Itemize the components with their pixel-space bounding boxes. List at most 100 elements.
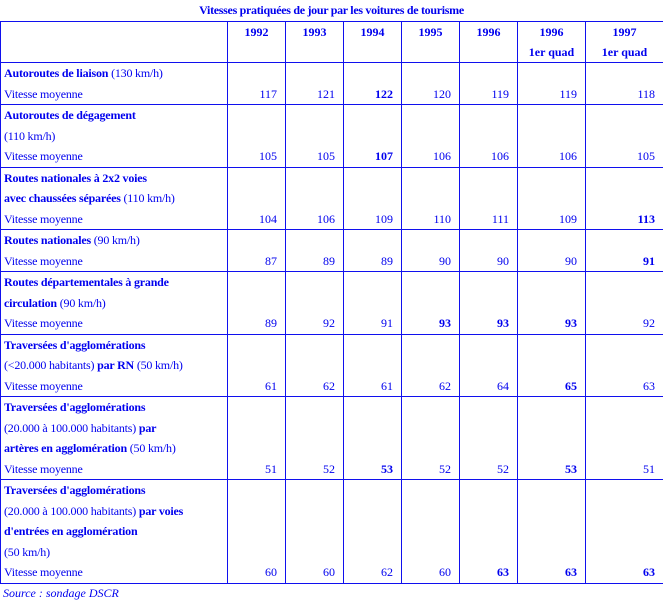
speed-value: 51 (585, 396, 663, 480)
measure-label: Vitesse moyenne (4, 378, 83, 393)
category-text: (130 km/h) (111, 66, 163, 80)
speed-value: 118 (585, 62, 663, 105)
speed-value: 52 (285, 396, 344, 480)
column-header: 1996 1er quad (517, 21, 586, 63)
table-row: Autoroutes de dégagement (110 km/h) Vitess… (0, 104, 663, 168)
table-row: Routes départementales à grande circulati… (0, 271, 663, 335)
measure-label: Vitesse moyenne (4, 149, 83, 163)
measure-label: Vitesse moyenne (4, 461, 83, 476)
speed-value: 109 (343, 166, 402, 230)
row-label: Autoroutes de dégagement (110 km/h) Vitess… (0, 104, 228, 168)
speed-value: 87 (227, 229, 286, 272)
header-empty-cell (0, 21, 228, 63)
column-year: 1994 (360, 25, 385, 39)
speed-value: 105 (585, 104, 663, 168)
speed-value: 63 (517, 479, 586, 584)
column-header: 1994 (343, 21, 402, 63)
column-spacer (228, 42, 285, 62)
speed-value: 110 (401, 166, 460, 230)
category-text: Traversées d'agglomérations (4, 400, 146, 414)
column-year: 1993 (302, 25, 327, 39)
category-text: (20.000 à 100.000 habitants) (4, 503, 139, 518)
table-row: Routes nationales (90 km/h) Vitesse moyen… (0, 229, 663, 272)
speed-value: 109 (517, 166, 586, 230)
speed-value: 90 (517, 229, 586, 272)
speed-value: 106 (401, 104, 460, 168)
column-year: 1995 (418, 25, 443, 39)
row-label: Routes nationales (90 km/h) Vitesse moyen… (0, 229, 228, 272)
speed-value: 62 (401, 333, 460, 397)
row-label: Autoroutes de liaison (130 km/h) Vitesse … (0, 62, 228, 105)
speed-value: 53 (517, 396, 586, 480)
speed-value: 113 (585, 166, 663, 230)
category-text: Traversées d'agglomérations (4, 483, 146, 497)
speed-value: 117 (227, 62, 286, 105)
table-row: Autoroutes de liaison (130 km/h) Vitesse … (0, 62, 663, 105)
column-header: 1993 (285, 21, 344, 63)
category-text: Autoroutes de dégagement (4, 108, 136, 122)
speed-value: 93 (517, 271, 586, 335)
measure-label: Vitesse moyenne (4, 86, 83, 101)
measure-label: Vitesse moyenne (4, 565, 83, 579)
speed-value: 104 (227, 166, 286, 230)
measure-label: Vitesse moyenne (4, 211, 83, 226)
column-spacer (286, 42, 343, 62)
speed-value: 122 (343, 62, 402, 105)
column-header: 1997 1er quad (585, 21, 663, 63)
category-text: d'entrées en agglomération (4, 524, 138, 538)
measure-label: Vitesse moyenne (4, 316, 83, 330)
category-text: (50 km/h) (129, 441, 176, 455)
speed-value: 93 (459, 271, 518, 335)
speed-value: 105 (285, 104, 344, 168)
speed-value: 92 (285, 271, 344, 335)
table-title: Vitesses pratiquées de jour par les voit… (199, 3, 464, 17)
speed-value: 91 (585, 229, 663, 272)
category-text: par voies (138, 503, 184, 518)
speed-value: 121 (285, 62, 344, 105)
category-text: (110 km/h) (123, 191, 175, 205)
speed-value: 65 (517, 333, 586, 397)
row-label: Traversées d'agglomérations (<20.000 habi… (0, 333, 228, 397)
category-text: artères en agglomération (4, 441, 130, 455)
speed-value: 93 (401, 271, 460, 335)
speed-value: 89 (343, 229, 402, 272)
category-text: (110 km/h) (4, 128, 56, 143)
category-text: par (138, 420, 157, 435)
speed-value: 106 (459, 104, 518, 168)
column-spacer (402, 42, 459, 62)
speed-value: 91 (343, 271, 402, 335)
speed-value: 119 (459, 62, 518, 105)
category-text: Autoroutes de liaison (4, 66, 112, 80)
speed-value: 63 (585, 479, 663, 584)
speed-value: 52 (401, 396, 460, 480)
speed-value: 51 (227, 396, 286, 480)
column-spacer (344, 42, 401, 62)
table-row: Routes nationales à 2x2 voies avec chauss… (0, 166, 663, 230)
category-text: (<20.000 habitants) (4, 358, 98, 372)
column-header: 1996 (459, 21, 518, 63)
speed-value: 106 (285, 166, 344, 230)
category-text: (90 km/h) (59, 295, 106, 310)
speed-value: 89 (285, 229, 344, 272)
category-text: Routes nationales (4, 233, 94, 247)
speed-value: 60 (285, 479, 344, 584)
speed-value: 62 (285, 333, 344, 397)
speed-value: 60 (401, 479, 460, 584)
row-label: Traversées d'agglomérations (20.000 à 100… (0, 396, 228, 480)
speed-value: 63 (459, 479, 518, 584)
column-year: 1992 (244, 25, 269, 39)
category-text: Traversées d'agglomérations (4, 337, 146, 352)
speed-value: 90 (459, 229, 518, 272)
category-text: (50 km/h) (136, 358, 183, 372)
speed-value: 92 (585, 271, 663, 335)
speed-value: 105 (227, 104, 286, 168)
column-period: 1er quad (601, 45, 648, 59)
row-label: Routes nationales à 2x2 voies avec chauss… (0, 166, 228, 230)
category-text: circulation (4, 295, 60, 310)
speed-value: 64 (459, 333, 518, 397)
category-text: (90 km/h) (93, 233, 140, 247)
category-text: Routes départementales à grande (4, 275, 169, 289)
column-year: 1996 (476, 25, 501, 39)
column-period: 1er quad (528, 45, 575, 59)
speed-value: 111 (459, 166, 518, 230)
